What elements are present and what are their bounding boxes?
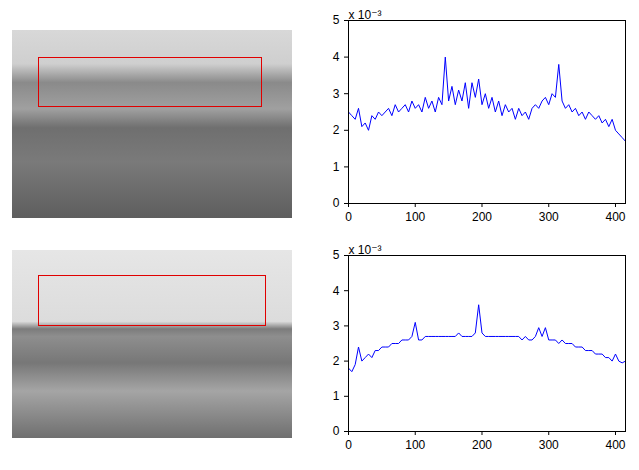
svg-text:400: 400 (605, 210, 625, 224)
svg-text:4: 4 (333, 284, 340, 298)
svg-text:0: 0 (333, 196, 340, 210)
svg-text:2: 2 (333, 354, 340, 368)
svg-text:200: 200 (472, 438, 492, 452)
svg-text:3: 3 (333, 319, 340, 333)
svg-text:1: 1 (333, 160, 340, 174)
svg-text:3: 3 (333, 87, 340, 101)
svg-text:300: 300 (539, 210, 559, 224)
svg-text:5: 5 (333, 248, 340, 262)
svg-text:2: 2 (333, 123, 340, 137)
svg-text:5: 5 (333, 13, 340, 27)
svg-text:x 10⁻³: x 10⁻³ (349, 8, 382, 22)
svg-text:0: 0 (345, 438, 352, 452)
svg-text:100: 100 (405, 210, 425, 224)
svg-text:300: 300 (539, 438, 559, 452)
svg-text:200: 200 (472, 210, 492, 224)
svg-text:100: 100 (405, 438, 425, 452)
svg-text:1: 1 (333, 389, 340, 403)
svg-text:x 10⁻³: x 10⁻³ (349, 243, 382, 257)
svg-text:400: 400 (605, 438, 625, 452)
svg-text:4: 4 (333, 50, 340, 64)
svg-text:0: 0 (333, 424, 340, 438)
svg-text:0: 0 (345, 210, 352, 224)
